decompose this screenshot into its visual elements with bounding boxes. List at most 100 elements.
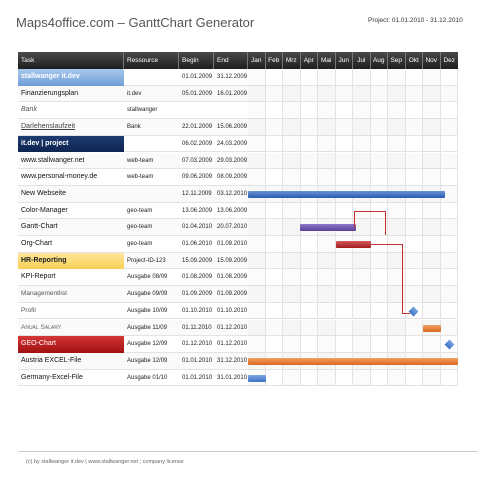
month-cell [406, 369, 423, 387]
resource-cell: Project-ID-123 [127, 257, 166, 264]
begin-cell: 12.11.2009 [182, 190, 212, 197]
dependency-line [354, 210, 355, 228]
month-cell [423, 152, 441, 170]
task-name: Managementlist [21, 290, 67, 298]
month-cell [248, 119, 266, 136]
header-month-feb: Feb [266, 52, 283, 69]
header-end[interactable]: End [214, 52, 248, 69]
end-cell: 08.09.2009 [217, 174, 248, 181]
table-row[interactable]: HR-Reporting Project-ID-123 15.09.2009 15.0… [18, 252, 458, 270]
month-cell [353, 286, 371, 303]
dependency-line [402, 312, 410, 314]
month-cell [301, 286, 318, 303]
end-cell: 01.09.2009 [217, 291, 248, 298]
month-cell [441, 252, 458, 270]
month-cell [406, 236, 423, 253]
month-cell [353, 219, 371, 236]
month-cell [406, 252, 423, 270]
month-cell [336, 102, 353, 120]
month-cell [353, 135, 371, 153]
header-begin[interactable]: Begin [179, 52, 214, 69]
begin-cell: 22.01.2009 [182, 124, 213, 131]
month-cell [318, 319, 336, 337]
month-cell [283, 169, 301, 186]
month-cell [353, 119, 371, 136]
month-cell [283, 119, 301, 136]
month-cell [248, 102, 266, 120]
begin-cell: 01.09.2009 [182, 291, 213, 298]
begin-cell: 01.04.2010 [182, 224, 213, 231]
table-row[interactable]: stallwanger it.dev 01.01.2009 31.12.2009 [18, 69, 458, 86]
table-row[interactable]: Gantt-Chart geo-team 01.04.2010 20.07.2010 [18, 219, 458, 236]
table-row[interactable]: Germany-Excel-File Ausgabe 01/10 01.01.201… [18, 369, 458, 387]
footer-text: (c) by stallwanger it.dev | www.stallwan… [26, 459, 184, 465]
month-cell [371, 369, 388, 387]
month-cell [388, 69, 406, 86]
month-cell [388, 252, 406, 270]
month-cell [248, 152, 266, 170]
month-cell [441, 202, 458, 220]
month-cell [353, 302, 371, 320]
month-cell [406, 319, 423, 337]
month-cell [283, 135, 301, 153]
month-cell [318, 286, 336, 303]
month-cell [388, 286, 406, 303]
month-cell [336, 369, 353, 387]
table-row[interactable]: Darlehenslaufzeit Bank 22.01.2009 15.06.200… [18, 119, 458, 136]
gantt-bar-org-chart[interactable] [336, 241, 371, 248]
month-cell [441, 302, 458, 320]
month-cell [283, 85, 301, 103]
gantt-bar-gantt-chart[interactable] [300, 224, 356, 232]
month-cell [441, 286, 458, 303]
gantt-bar-austria-excel[interactable] [248, 357, 458, 365]
gantt-bar-anual-salary[interactable] [423, 324, 441, 332]
month-cell [371, 319, 388, 337]
month-cell [301, 119, 318, 136]
month-cell [301, 102, 318, 120]
month-cell [266, 236, 283, 253]
task-name: New Webseite [21, 189, 67, 197]
resource-cell: Bank [127, 124, 141, 131]
month-cell [283, 69, 301, 86]
table-row[interactable]: Profil Ausgabe 10/09 01.10.2010 01.10.2010 [18, 302, 458, 320]
month-cell [388, 269, 406, 287]
header-task[interactable]: Task [18, 52, 124, 69]
header-month-jan: Jan [248, 52, 266, 69]
month-cell [318, 252, 336, 270]
resource-cell: Ausgabe 08/09 [127, 274, 168, 281]
gantt-bar-germany-excel[interactable] [248, 374, 266, 382]
table-row[interactable]: Managementlist Ausgabe 09/09 01.09.2009 01.… [18, 286, 458, 303]
table-row[interactable]: GEO-Chart Ausgabe 12/09 01.12.2010 01.12.20… [18, 336, 458, 353]
month-cell [388, 169, 406, 186]
table-row[interactable]: KPI-Report Ausgabe 08/09 01.08.2009 01.08.2… [18, 269, 458, 287]
month-cell [388, 319, 406, 337]
table-row[interactable]: Bank stallwanger [18, 102, 458, 120]
begin-cell: 05.01.2009 [182, 90, 213, 97]
month-cell [318, 369, 336, 387]
end-cell: 03.12.2010 [217, 190, 248, 197]
month-cell [318, 202, 336, 220]
table-row[interactable]: Color-Manager geo-team 13.06.2009 13.06.200… [18, 202, 458, 220]
header-resource[interactable]: Ressource [124, 52, 179, 69]
month-cell [423, 302, 441, 320]
table-row[interactable]: www.stallwanger.net web-team 07.03.2009 29.… [18, 152, 458, 170]
month-cell [423, 169, 441, 186]
gantt-bar-new-webseite[interactable] [248, 190, 445, 198]
month-cell [441, 69, 458, 86]
month-cell [301, 236, 318, 253]
month-cell [388, 336, 406, 353]
month-cell [423, 336, 441, 353]
table-row[interactable]: Finanzierungsplan it.dev 05.01.2009 16.01.2… [18, 85, 458, 103]
table-row[interactable]: it.dev | project 06.02.2009 24.03.2009 [18, 135, 458, 153]
table-row[interactable]: www.personal-money.de web-team 09.06.2009 0… [18, 169, 458, 186]
month-cell [353, 319, 371, 337]
task-name: Finanzierungsplan [21, 89, 79, 97]
month-cell [371, 336, 388, 353]
month-cell [423, 219, 441, 236]
dependency-line [385, 210, 386, 235]
month-cell [371, 85, 388, 103]
table-row[interactable]: Anual Salary Ausgabe 11/09 01.11.2010 01.12… [18, 319, 458, 337]
month-cell [266, 135, 283, 153]
month-cell [371, 119, 388, 136]
month-cell [283, 286, 301, 303]
